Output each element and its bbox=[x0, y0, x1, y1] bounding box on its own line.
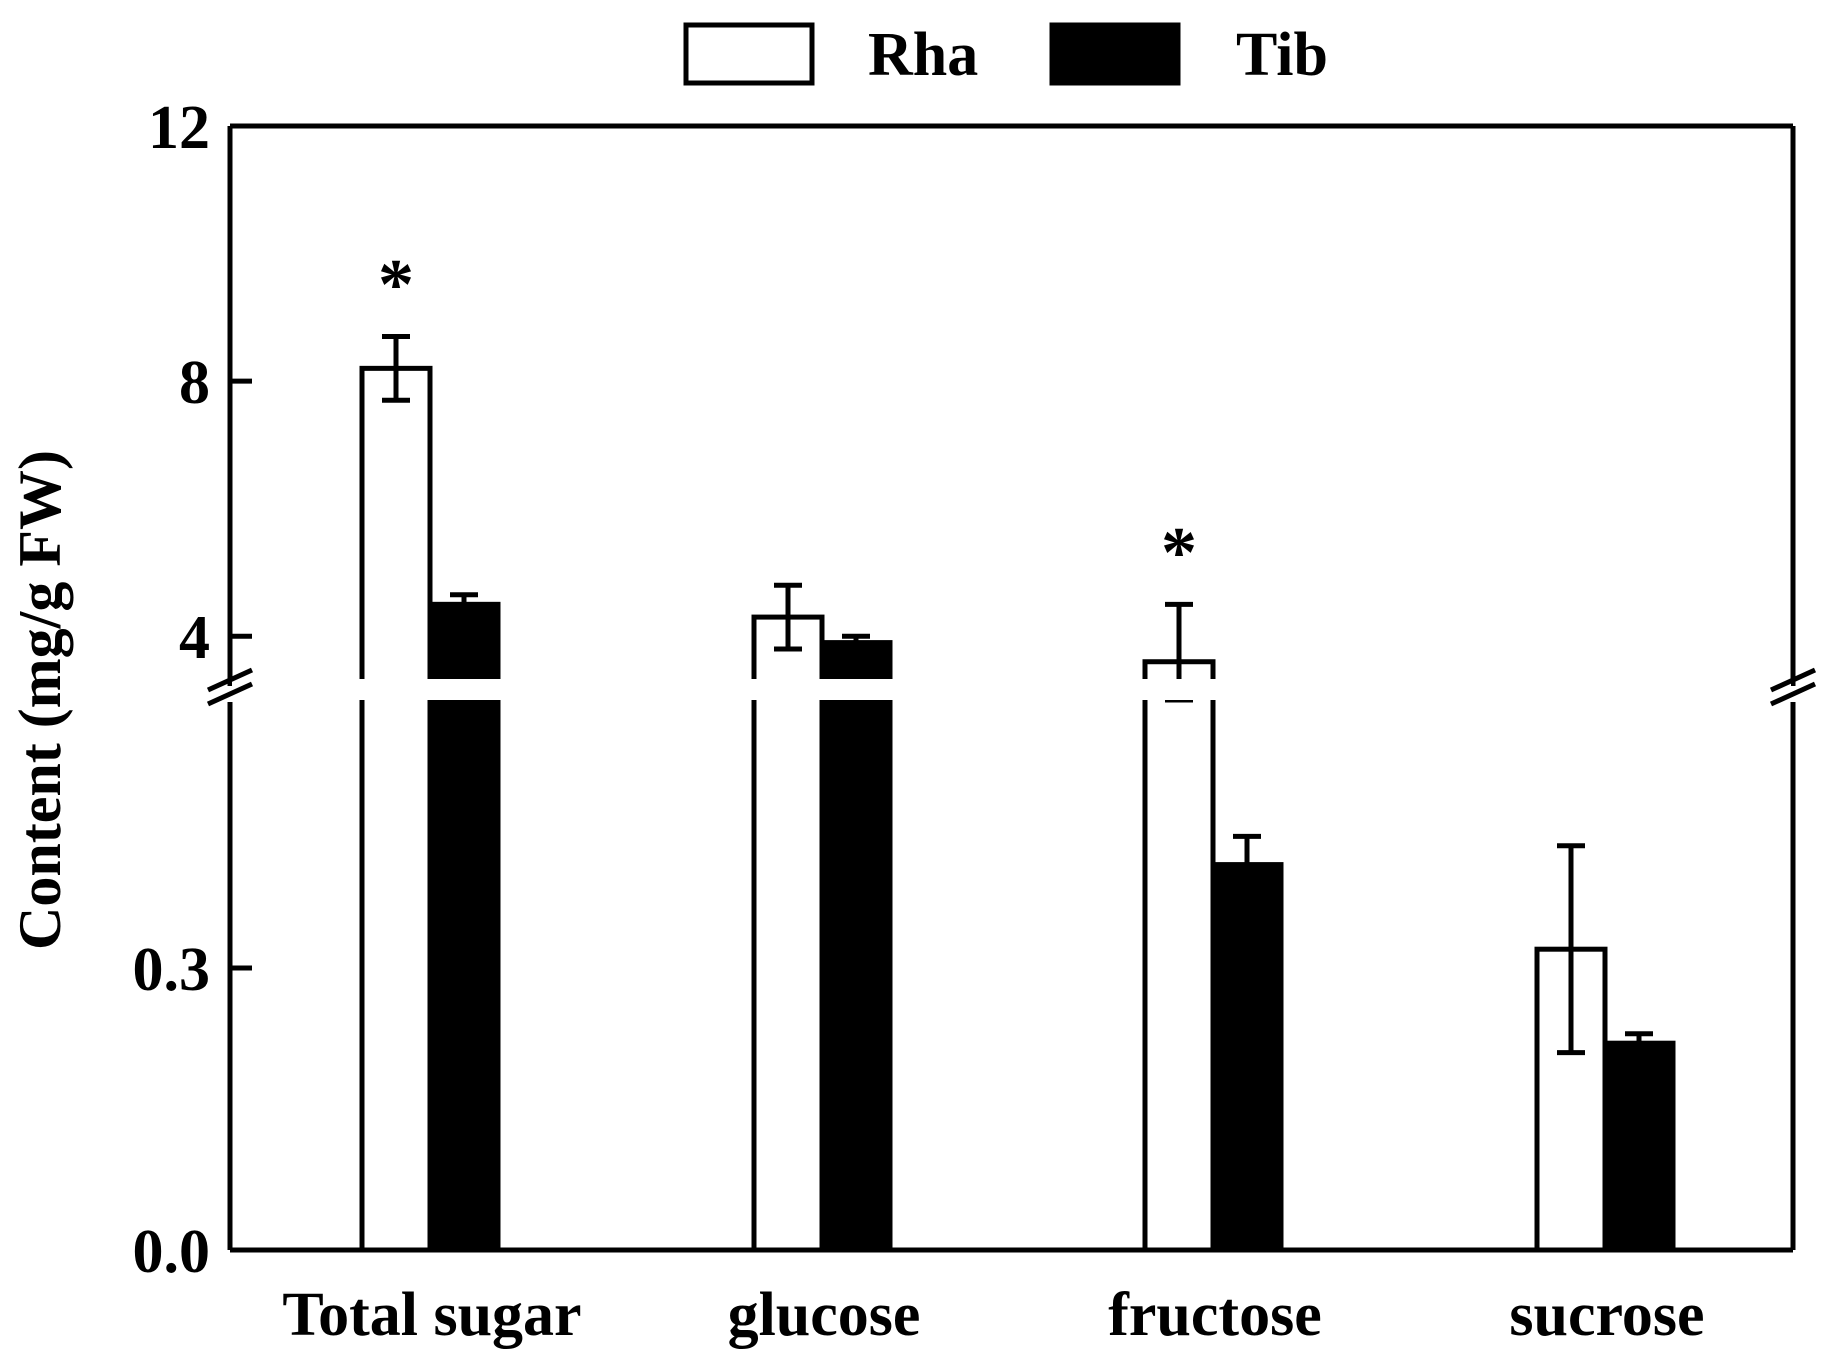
y-tick-label-0.0: 0.0 bbox=[133, 1218, 211, 1286]
y-tick-label-4: 4 bbox=[179, 604, 210, 672]
legend-swatch-tib bbox=[1049, 22, 1181, 86]
bar-rha-total-sugar bbox=[359, 365, 433, 1253]
y-axis-title: Content (mg/g FW) bbox=[7, 450, 73, 950]
axis-break-gap bbox=[232, 679, 1791, 700]
y-ticks: 0.0 0.3 4 8 12 bbox=[133, 94, 252, 1286]
break-slash-right-1 bbox=[1769, 681, 1817, 707]
x-category-label-fructose: fructose bbox=[1108, 1281, 1321, 1349]
significance-star-total-sugar: * bbox=[378, 244, 414, 324]
legend: Rha Tib bbox=[683, 21, 1328, 89]
y-tick-label-0.3: 0.3 bbox=[133, 936, 211, 1004]
bar-rha-glucose bbox=[751, 614, 825, 1253]
significance-marks: ** bbox=[378, 244, 1197, 592]
break-slash-right-2 bbox=[1769, 667, 1817, 693]
break-slash-left-1 bbox=[206, 681, 254, 707]
x-category-label-sucrose: sucrose bbox=[1509, 1281, 1704, 1349]
significance-star-fructose: * bbox=[1161, 512, 1197, 592]
legend-label-rha: Rha bbox=[868, 21, 978, 89]
break-slash-left-2 bbox=[206, 667, 254, 693]
bar-rha-fructose bbox=[1142, 659, 1216, 1253]
bar-tib-total-sugar bbox=[427, 601, 501, 1253]
x-category-label-total-sugar: Total sugar bbox=[282, 1281, 581, 1349]
legend-swatch-rha bbox=[683, 22, 815, 86]
bar-tib-fructose bbox=[1210, 862, 1284, 1253]
bar-tib-glucose bbox=[819, 640, 893, 1253]
legend-label-tib: Tib bbox=[1236, 21, 1328, 89]
bar-tib-sucrose bbox=[1602, 1040, 1676, 1253]
y-tick-label-12: 12 bbox=[148, 94, 210, 162]
axis-break bbox=[206, 667, 1817, 707]
bars bbox=[359, 365, 1676, 1253]
x-category-label-glucose: glucose bbox=[728, 1281, 921, 1349]
category-labels: Total sugar glucose fructose sucrose bbox=[282, 1281, 1704, 1349]
y-tick-label-8: 8 bbox=[179, 349, 210, 417]
